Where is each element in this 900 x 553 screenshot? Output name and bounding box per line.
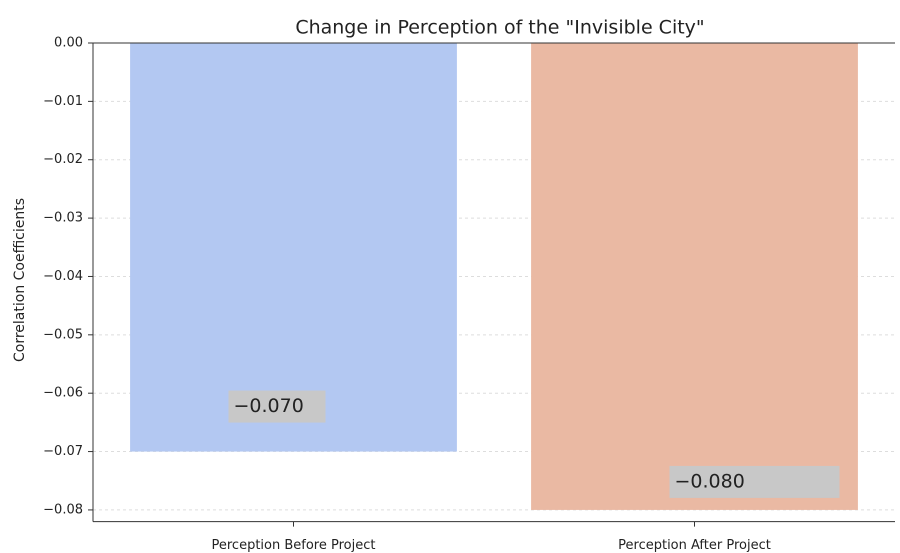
data-label: −0.070 (234, 395, 304, 417)
y-tick-label: −0.08 (43, 502, 83, 517)
bar (130, 43, 457, 452)
y-tick-label: −0.02 (43, 152, 83, 167)
y-tick-label: −0.01 (43, 94, 83, 109)
y-tick-label: −0.06 (43, 386, 83, 401)
bar (531, 43, 858, 510)
y-tick-label: 0.00 (54, 36, 83, 51)
data-label-box (669, 465, 840, 498)
y-tick-label: −0.03 (43, 211, 83, 226)
y-axis-label: Correlation Coefficients (12, 198, 28, 362)
x-tick-label: Perception After Project (618, 538, 771, 553)
y-tick-label: −0.05 (43, 327, 83, 342)
chart-title: Change in Perception of the "Invisible C… (295, 17, 704, 39)
y-tick-label: −0.04 (43, 269, 83, 284)
x-tick-label: Perception Before Project (212, 538, 376, 553)
data-label-box (228, 390, 326, 423)
y-tick-label: −0.07 (43, 444, 83, 459)
data-label: −0.080 (675, 470, 745, 492)
